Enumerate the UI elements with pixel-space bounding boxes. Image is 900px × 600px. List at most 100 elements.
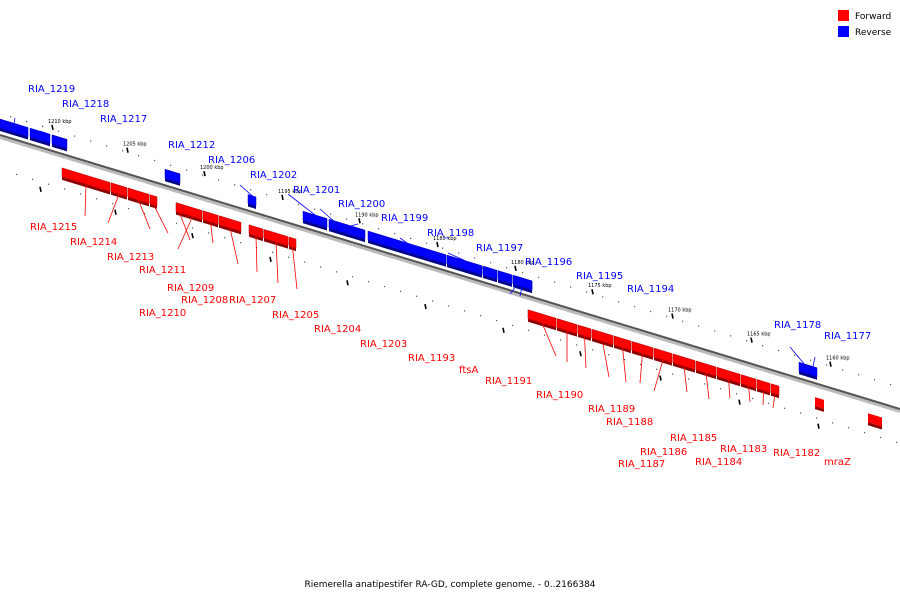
gene-label: RIA_1198 [427, 228, 474, 239]
gene-connector [499, 272, 506, 283]
gene-connector [239, 184, 253, 197]
scale-tick-label: 1205 kbp [123, 142, 147, 148]
gene-connector [622, 347, 627, 383]
scale-major-tick [514, 265, 517, 271]
gene-body [367, 230, 447, 265]
gene-ria-1211: RIA_1211 [139, 194, 186, 276]
gene-label: RIA_1207 [229, 295, 276, 306]
scale-dot [464, 310, 466, 312]
genome-caption: Riemerella anatipestifer RA-GD, complete… [304, 580, 595, 590]
gene-ria-1205: RIA_1205 [248, 224, 319, 321]
gene-connector [350, 223, 359, 227]
gene-connector [107, 194, 120, 224]
gene-connector [812, 356, 816, 367]
scale-dot [880, 436, 882, 439]
scale-dot [586, 291, 588, 293]
gene-connector [728, 379, 731, 399]
scale-dot [122, 150, 124, 152]
scale-dot [672, 373, 674, 375]
scale-dot [410, 237, 412, 240]
scale-dot [816, 417, 818, 419]
scale-dot [186, 169, 188, 171]
scale-dot [90, 140, 92, 142]
scale-tick-label: 1195 kbp [278, 189, 302, 195]
gene-label: RIA_1185 [670, 433, 717, 444]
gene-shade [248, 203, 256, 209]
scale-dot [560, 339, 562, 341]
gene-label: RIA_1200 [338, 199, 385, 210]
gene-ria-1204: RIA_1204 [263, 229, 361, 335]
gene-connector [447, 252, 465, 261]
scale-minor-tick [269, 256, 272, 263]
gene-connector [177, 216, 193, 250]
scale-dot [698, 325, 700, 327]
scale-dot [58, 130, 60, 132]
gene-connector [653, 359, 664, 392]
gene-ria-1212: RIA_1212 [164, 140, 215, 186]
scale-dot [656, 368, 658, 370]
gene-ria-1214: RIA_1214 [70, 182, 128, 248]
scale-dot [842, 369, 844, 371]
scale-dot [320, 266, 322, 268]
gene-shade [30, 137, 50, 147]
scale-dot [208, 232, 210, 234]
scale-dot [458, 252, 460, 254]
scale-minor-tick [579, 351, 582, 357]
gene-ria-1190: RIA_1190 [536, 328, 614, 401]
scale-dot [666, 315, 668, 317]
gene-label: RIA_1186 [640, 447, 687, 458]
scale-dot [368, 281, 370, 283]
gene-ria-1197: RIA_1197 [476, 243, 523, 283]
gene-unlabeled [868, 413, 882, 430]
gene-ria-1196: RIA_1196 [497, 257, 572, 287]
gene-ria-1200: RIA_1200 [336, 199, 385, 243]
scale-tick-label: 1200 kbp [200, 165, 224, 171]
gene-shade [809, 374, 817, 380]
gene-connector [705, 372, 710, 400]
scale-dot [416, 295, 418, 297]
gene-body [497, 270, 513, 285]
scale-tick-label: 1180 kbp [511, 260, 535, 266]
scale-major-tick [829, 361, 832, 367]
gene-connector [762, 390, 764, 406]
gene-body [288, 236, 297, 249]
scale-dot [352, 276, 354, 278]
gene-label: RIA_1182 [773, 448, 820, 459]
scale-dot [720, 388, 722, 390]
scale-dot [138, 155, 140, 157]
scale-dot [144, 212, 146, 215]
scale-dot [602, 296, 604, 298]
scale-dot [64, 188, 66, 190]
scale-dot [522, 271, 524, 274]
backbone-line [0, 134, 900, 410]
scale-dot [800, 412, 802, 414]
gene-ria-1177: RIA_1177 [808, 331, 871, 380]
gene-ria-1198: RIA_1198 [427, 228, 483, 278]
gene-body [247, 194, 257, 207]
scale-dot [330, 213, 332, 215]
gene-label: RIA_1183 [720, 444, 767, 455]
gene-shade [483, 275, 497, 283]
scale-dot [362, 223, 364, 225]
gene-body [51, 134, 68, 149]
scale-dot [592, 349, 594, 351]
scale-dot [848, 427, 850, 429]
gene-body [175, 202, 184, 215]
gene-label: RIA_1202 [250, 170, 297, 181]
gene-shade [799, 371, 809, 378]
scale-minor-tick [738, 399, 741, 405]
gene-shade [498, 279, 512, 287]
scale-major-tick [281, 194, 284, 201]
scale-dot [752, 397, 754, 400]
scale-minor-tick [114, 209, 117, 215]
scale-dot [272, 251, 274, 254]
gene-body [672, 353, 696, 370]
scale-dot [32, 178, 34, 180]
scale-dot [896, 441, 898, 443]
scale-major-tick [436, 241, 439, 248]
scale-dot [448, 305, 450, 307]
gene-body [248, 224, 264, 239]
scale-dot [426, 242, 428, 244]
scale-dot [746, 340, 748, 342]
